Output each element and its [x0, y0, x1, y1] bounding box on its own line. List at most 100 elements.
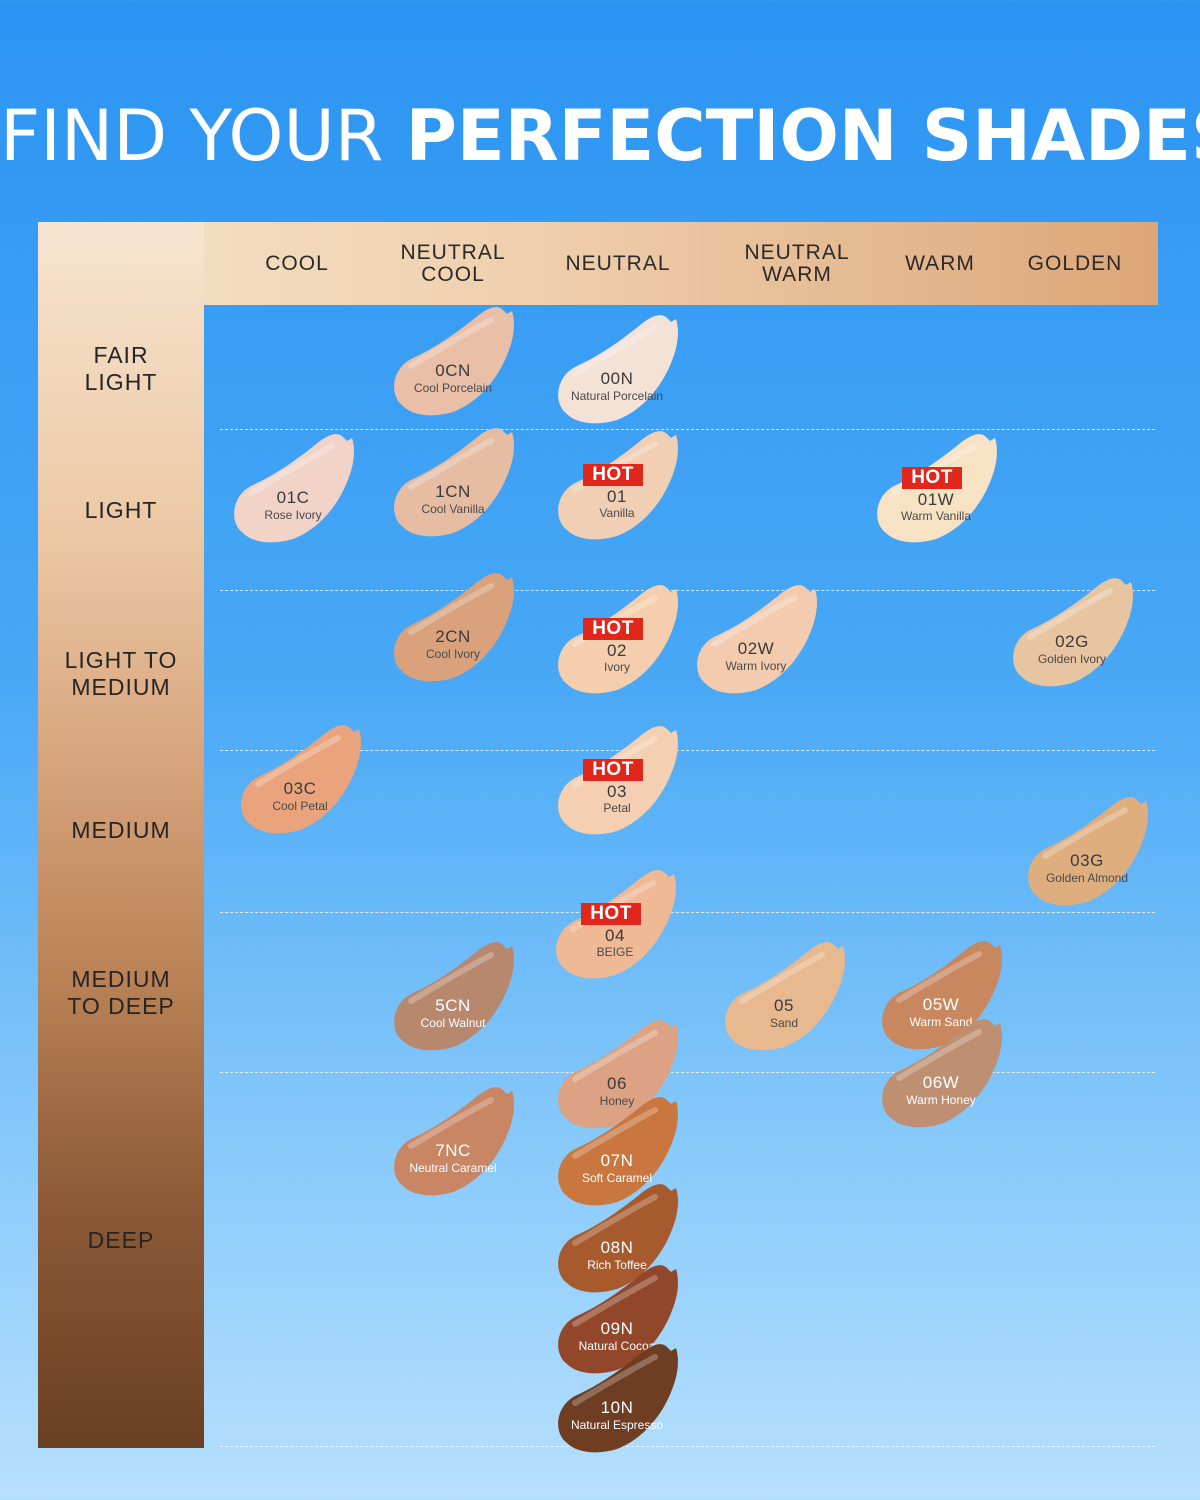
column-head-neutral: NEUTRAL — [565, 251, 671, 275]
foundation-smear-icon — [1013, 578, 1133, 687]
shade-swatch-10n: 10N Natural Espresso — [555, 1343, 685, 1455]
swatch-highlight — [711, 595, 797, 647]
swatch-highlight — [408, 1097, 494, 1149]
shade-name: Cool Porcelain — [413, 381, 493, 395]
foundation-smear-icon — [1028, 797, 1148, 906]
swatch-highlight — [572, 1107, 658, 1159]
undertone-header-bar — [38, 222, 1158, 305]
shade-swatch-04: HOT 04 BEIGE — [553, 869, 683, 981]
shade-code: 07N — [600, 1151, 634, 1170]
hot-badge: HOT — [581, 903, 641, 925]
shade-code: 0CN — [435, 361, 471, 380]
foundation-smear-icon — [558, 1097, 678, 1206]
shade-swatch-05w: 05W Warm Sand — [879, 940, 1009, 1052]
shade-name: BEIGE — [596, 945, 634, 959]
swatch-color-mark — [882, 941, 1002, 1050]
shade-swatch-01c: 01C Rose Ivory — [231, 433, 361, 545]
shade-code: 03C — [283, 779, 317, 798]
shade-code: 5CN — [435, 996, 471, 1015]
foundation-smear-icon — [556, 870, 676, 979]
column-head-neutral-warm: NEUTRAL WARM — [744, 240, 850, 286]
shade-swatch-1cn: 1CN Cool Vanilla — [391, 427, 521, 539]
shade-name: Petal — [603, 801, 631, 815]
swatch-color-mark — [394, 573, 514, 682]
hot-badge: HOT — [583, 759, 643, 781]
shade-code: 05W — [922, 995, 960, 1014]
shade-name: Ivory — [603, 660, 630, 674]
shade-code: 02 — [607, 641, 627, 660]
swatch-highlight — [572, 1194, 658, 1246]
swatch-color-mark — [1013, 578, 1133, 687]
swatch-highlight — [1042, 807, 1128, 859]
shade-name: Golden Ivory — [1037, 652, 1107, 666]
shade-swatch-02w: 02W Warm Ivory — [694, 584, 824, 696]
shade-swatch-09n: 09N Natural Cocoa — [555, 1264, 685, 1376]
swatch-highlight — [408, 317, 494, 369]
foundation-smear-icon — [558, 1184, 678, 1293]
shade-swatch-01: HOT 01 Vanilla — [555, 430, 685, 542]
swatch-highlight — [572, 1354, 658, 1406]
shade-swatch-00n: 00N Natural Porcelain — [555, 314, 685, 426]
swatch-color-mark — [394, 428, 514, 537]
shade-swatch-07n: 07N Soft Caramel — [555, 1096, 685, 1208]
row-divider — [220, 912, 1155, 913]
row-head-light: LIGHT — [84, 497, 158, 523]
foundation-smear-icon — [394, 428, 514, 537]
row-divider — [220, 590, 1155, 591]
row-divider — [220, 429, 1155, 430]
foundation-smear-icon — [558, 726, 678, 835]
shade-code: 10N — [600, 1398, 634, 1417]
shade-name: Cool Ivory — [425, 647, 481, 661]
skin-depth-side-bar — [38, 222, 204, 1448]
page-title: FIND YOUR PERFECTION SHADES — [0, 95, 1200, 177]
shade-swatch-03c: 03C Cool Petal — [238, 724, 368, 836]
shade-name: Warm Vanilla — [900, 509, 971, 523]
shade-swatch-06w: 06W Warm Honey — [879, 1018, 1009, 1130]
shade-swatch-03: HOT 03 Petal — [555, 725, 685, 837]
row-head-medium: MEDIUM — [71, 817, 171, 843]
foundation-smear-icon — [234, 434, 354, 543]
swatch-color-mark — [394, 1087, 514, 1196]
swatch-highlight — [248, 444, 334, 496]
column-head-neutral-cool: NEUTRAL COOL — [400, 240, 506, 286]
shade-swatch-7nc: 7NC Neutral Caramel — [391, 1086, 521, 1198]
row-divider — [220, 1446, 1155, 1447]
foundation-smear-icon — [394, 307, 514, 416]
foundation-smear-icon — [394, 942, 514, 1051]
shade-name: Cool Walnut — [420, 1016, 486, 1030]
swatch-color-mark — [234, 434, 354, 543]
swatch-highlight — [408, 438, 494, 490]
shade-code: 04 — [605, 926, 625, 945]
shade-code: 06W — [922, 1073, 960, 1092]
row-divider — [220, 1072, 1155, 1073]
swatch-highlight — [896, 1029, 982, 1081]
swatch-color-mark — [558, 1265, 678, 1374]
foundation-smear-icon — [882, 1019, 1002, 1128]
shade-name: Vanilla — [599, 506, 635, 520]
shade-code: 05 — [774, 996, 794, 1015]
swatch-color-mark — [558, 1097, 678, 1206]
swatch-highlight — [572, 1030, 658, 1082]
shade-swatch-2cn: 2CN Cool Ivory — [391, 572, 521, 684]
foundation-smear-icon — [558, 431, 678, 540]
foundation-smear-icon — [394, 1087, 514, 1196]
foundation-smear-icon — [241, 725, 361, 834]
shade-code: 00N — [600, 369, 634, 388]
shade-code: 01 — [607, 487, 627, 506]
shade-name: Golden Almond — [1045, 871, 1129, 885]
swatch-color-mark — [882, 1019, 1002, 1128]
shade-code: 1CN — [435, 482, 471, 501]
shade-code: 02W — [737, 639, 775, 658]
shade-name: Cool Vanilla — [421, 502, 485, 516]
shade-code: 01C — [276, 488, 310, 507]
hot-badge: HOT — [583, 618, 643, 640]
foundation-smear-icon — [725, 942, 845, 1051]
shade-name: Neutral Caramel — [409, 1161, 497, 1175]
swatch-color-mark — [725, 942, 845, 1051]
title-light-part: FIND YOUR — [0, 95, 406, 177]
shade-swatch-0cn: 0CN Cool Porcelain — [391, 306, 521, 418]
swatch-color-mark — [394, 942, 514, 1051]
foundation-smear-icon — [558, 1344, 678, 1453]
shade-name: Rose Ivory — [264, 508, 322, 522]
shade-name: Soft Caramel — [581, 1171, 653, 1185]
